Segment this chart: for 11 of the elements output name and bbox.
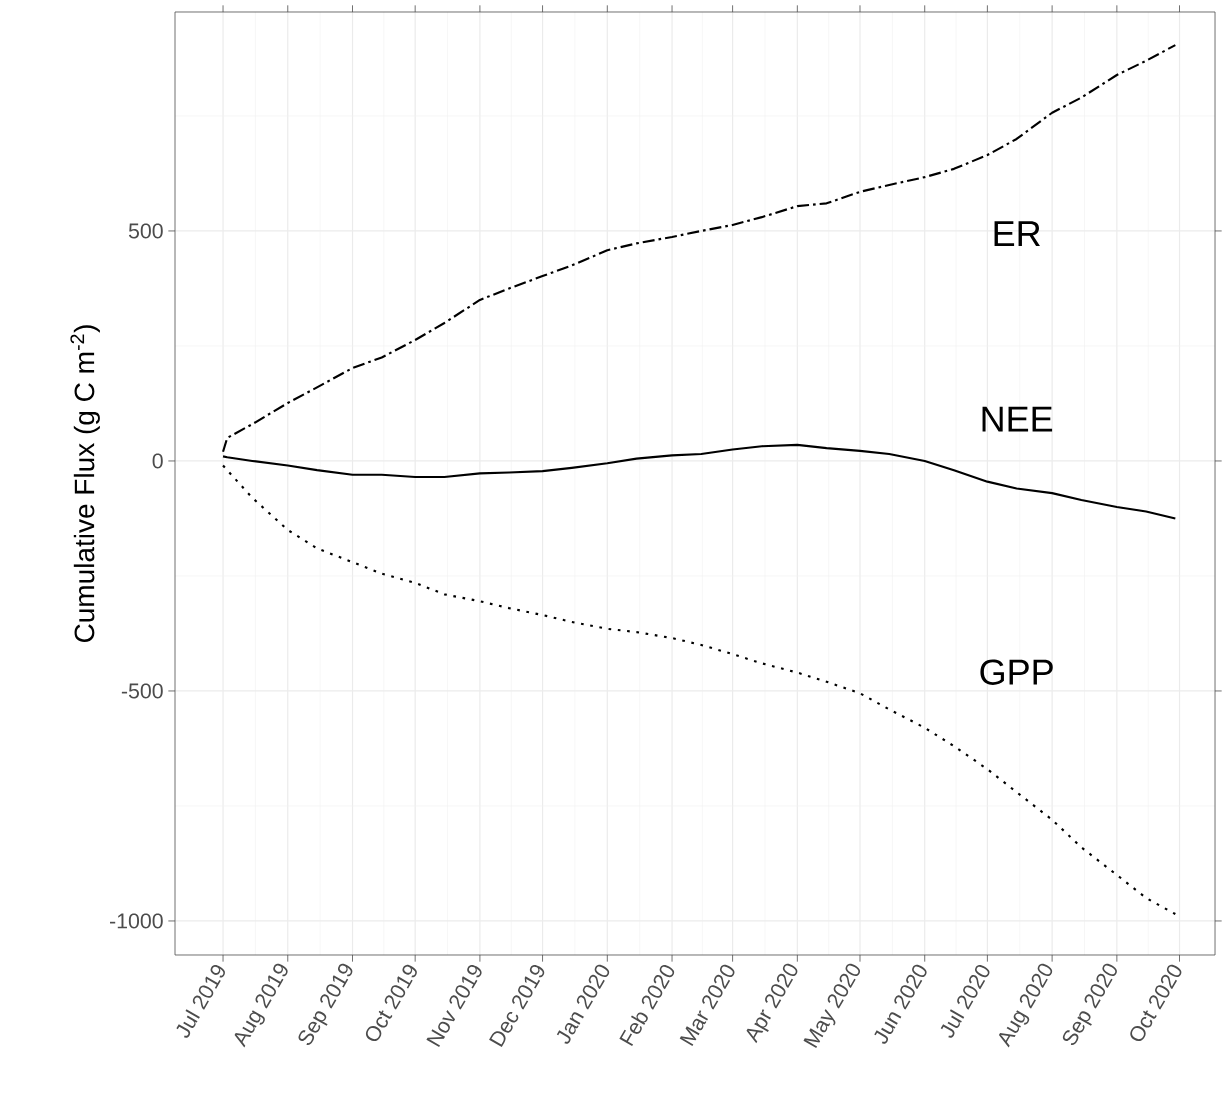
y-axis-title: Cumulative Flux (g C m$^{-2}$) [70,325,100,643]
line-series [221,443,1177,520]
line-series [221,44,1177,453]
series-label: GPP [980,659,1053,685]
y-tick-label: 0 [152,453,163,469]
y-tick-label: 500 [128,223,163,239]
series-label: NEE [982,406,1053,432]
y-tick-label: -1000 [110,913,163,929]
line-series [221,464,1177,916]
series-label: ER [994,221,1040,246]
y-tick-label: -500 [121,683,163,699]
